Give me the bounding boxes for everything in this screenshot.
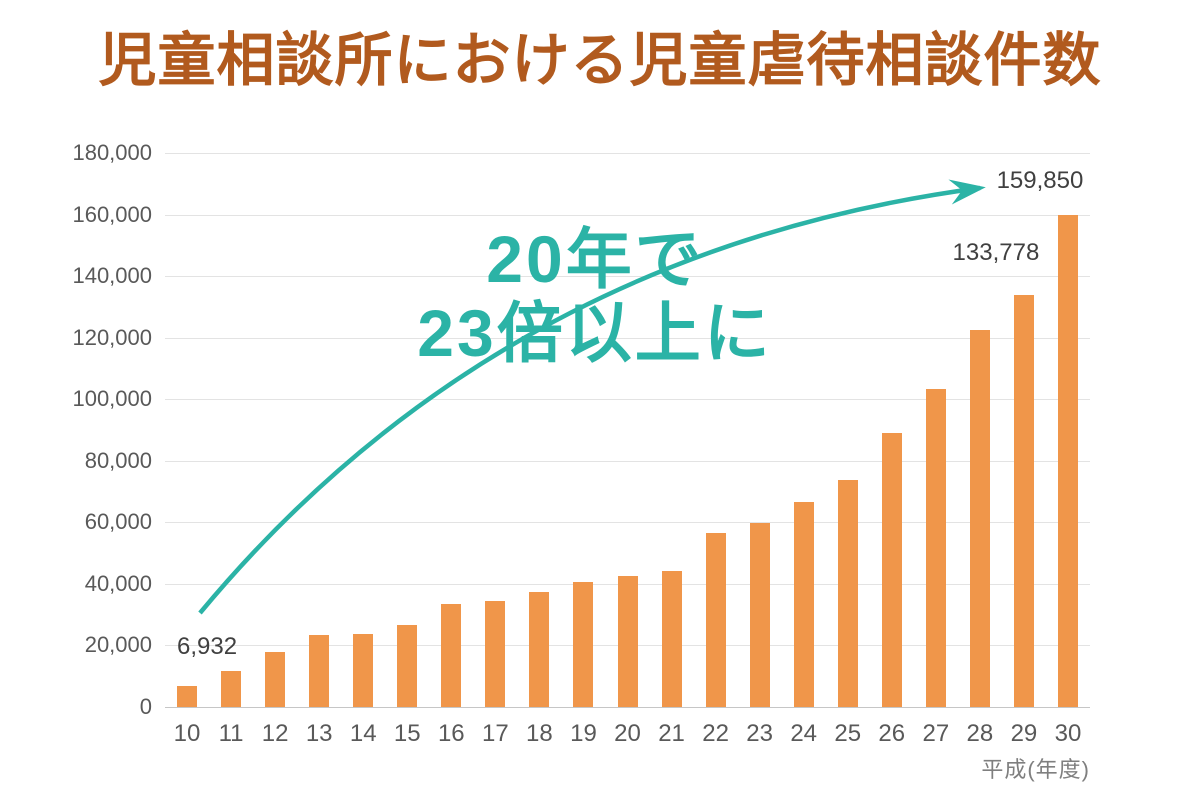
y-tick-label: 100,000 [72,386,152,412]
x-tick-label: 26 [878,720,906,747]
y-tick-label: 40,000 [84,570,152,596]
x-axis-unit-label: 平成(年度) [981,757,1090,782]
bar-value-label: 159,850 [996,167,1084,195]
gridline [165,399,1090,401]
x-tick-label: 14 [349,720,377,747]
bar-h18 [529,592,550,707]
y-tick-label: 60,000 [84,509,152,535]
bar-h22 [705,533,726,707]
gridline [165,460,1090,462]
chart-title: 児童相談所における児童虐待相談件数 [98,28,1102,93]
gridline [165,522,1090,524]
x-tick-label: 23 [746,720,773,747]
bar-h25 [837,479,858,707]
bar-h24 [793,501,814,707]
x-tick-label: 12 [261,720,289,747]
x-axis-line [165,707,1090,708]
bar-h14 [353,633,374,707]
bar-h13 [309,635,330,707]
bar-h21 [661,570,682,707]
growth-callout-line2: 23倍以上に [417,296,773,370]
bar-value-label: 133,778 [952,239,1040,267]
growth-callout-line1: 20年で [486,222,704,296]
y-tick-label: 180,000 [72,140,152,165]
x-tick-label: 25 [834,720,862,747]
x-tick-label: 18 [526,720,553,747]
bar-h17 [485,600,506,707]
y-tick-label: 160,000 [72,201,152,227]
bar-h16 [441,604,462,707]
bar-h10 [177,685,198,707]
x-tick-label: 19 [570,720,597,747]
y-tick-label: 120,000 [72,324,152,350]
x-tick-label: 29 [1010,720,1038,747]
bar-h28 [969,329,990,707]
bar-h23 [749,522,770,707]
x-tick-label: 16 [437,720,465,747]
bar-h11 [221,671,242,707]
x-tick-label: 30 [1054,720,1082,747]
gridline [165,214,1090,216]
y-tick-label: 80,000 [84,447,152,473]
bar-h15 [397,625,418,707]
bar-h12 [265,652,286,707]
bar-h19 [573,581,594,707]
growth-callout: 20年で 23倍以上に [320,222,870,370]
bar-h29 [1013,295,1034,707]
gridline [165,153,1090,154]
x-tick-label: 11 [218,720,244,747]
x-tick-label: 20 [614,720,641,747]
bar-h26 [881,433,902,707]
bar-h30 [1057,215,1078,707]
x-tick-label: 13 [305,720,333,747]
x-tick-label: 27 [922,720,950,747]
x-tick-label: 28 [966,720,994,747]
bar-h20 [617,575,638,707]
x-tick-label: 22 [702,720,729,747]
x-tick-label: 10 [173,720,201,747]
x-tick-label: 15 [393,720,421,747]
y-tick-label: 0 [139,694,152,719]
bar-h27 [925,389,946,707]
x-tick-label: 17 [482,720,509,747]
bar-value-label: 6,932 [176,632,238,660]
x-tick-label: 21 [658,720,685,747]
y-tick-label: 140,000 [72,263,152,289]
x-tick-label: 24 [790,720,818,747]
y-tick-label: 20,000 [84,632,152,658]
